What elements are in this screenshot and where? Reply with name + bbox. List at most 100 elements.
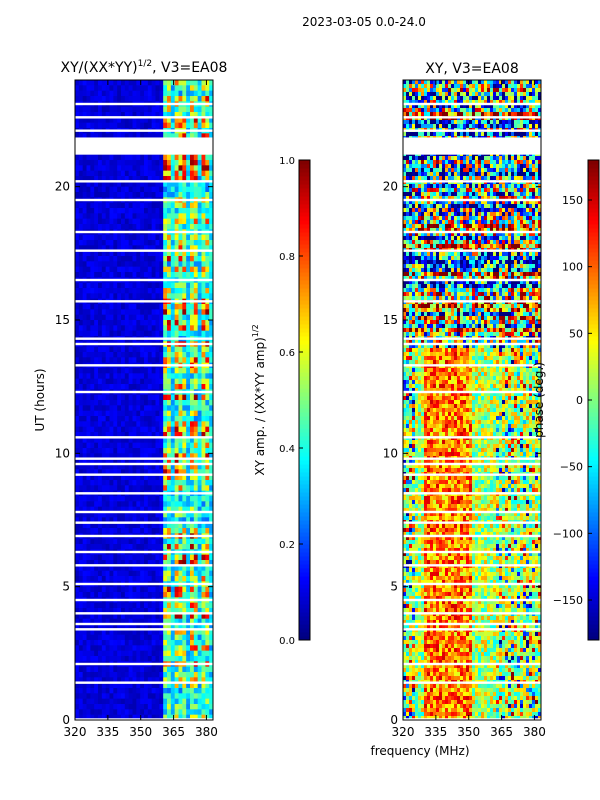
amp-cell <box>86 698 91 705</box>
amp-cell <box>113 714 118 721</box>
amp-cell <box>113 586 118 593</box>
amp-cell <box>186 645 191 652</box>
amp-cell <box>209 106 214 113</box>
amp-cell <box>117 426 122 433</box>
amp-cell <box>163 592 168 598</box>
amp-cell <box>128 672 133 678</box>
amp-cell <box>82 613 87 620</box>
amp-cell <box>75 448 80 454</box>
amp-cell <box>86 469 91 476</box>
amp-cell <box>117 186 122 193</box>
amp-cell <box>193 314 199 321</box>
amp-cell <box>128 528 133 534</box>
amp-cell <box>94 528 99 534</box>
amp-cell <box>186 586 191 593</box>
phase-cell <box>421 108 425 113</box>
amp-cell <box>78 357 84 364</box>
amp-cell <box>140 170 145 177</box>
amp-cell <box>109 613 114 620</box>
amp-cell <box>174 672 179 678</box>
amp-cell <box>101 224 107 230</box>
amp-cell <box>209 357 214 364</box>
phase-cell <box>469 92 473 97</box>
amp-cell <box>105 485 110 492</box>
phase-cell <box>466 104 470 109</box>
amp-cell <box>121 485 126 492</box>
amp-cell <box>163 112 168 118</box>
phase-cell <box>469 88 473 93</box>
amp-cell <box>201 314 206 321</box>
amp-cell <box>197 384 202 390</box>
amp-cell <box>117 501 122 508</box>
amp-cell <box>170 160 176 166</box>
amp-cell <box>113 613 118 620</box>
amp-cell <box>86 384 91 390</box>
amp-cell <box>147 186 153 193</box>
amp-cell <box>98 629 103 636</box>
phase-cell <box>415 100 419 105</box>
amp-cell <box>201 154 206 161</box>
amp-cell <box>151 709 156 716</box>
amp-cell <box>144 528 149 534</box>
amp-cell <box>132 640 137 646</box>
amp-colorbar-ticks: 0.00.20.40.60.81.0 <box>279 156 303 647</box>
amp-cell <box>197 272 202 278</box>
amp-cell <box>178 501 183 508</box>
phase-cell <box>535 104 539 109</box>
amp-cell <box>174 464 179 470</box>
amp-cell <box>205 378 210 385</box>
amp-cell <box>128 592 133 598</box>
phase-cell <box>475 88 479 93</box>
amp-cell <box>197 608 202 614</box>
amp-cell <box>98 448 103 454</box>
amp-cell <box>132 218 137 225</box>
amp-cell <box>178 181 183 188</box>
amp-cell <box>98 512 103 518</box>
amp-cell <box>159 330 164 337</box>
amp-cell <box>190 506 195 513</box>
amp-cell <box>197 218 202 225</box>
amp-cell <box>78 586 84 593</box>
amp-cell <box>159 613 164 620</box>
amp-cell <box>78 608 84 614</box>
amp-cell <box>128 645 133 652</box>
amp-cell <box>201 496 206 502</box>
amp-cell <box>82 304 87 310</box>
amp-cell <box>109 688 114 694</box>
amp-cell <box>190 538 195 545</box>
amp-cell <box>136 645 141 652</box>
amp-cell <box>86 80 91 86</box>
amp-cell <box>170 117 176 124</box>
amp-cell <box>193 645 199 652</box>
amp-cell <box>174 410 179 417</box>
amp-cell <box>117 346 122 353</box>
amp-cell <box>140 592 145 598</box>
phase-cell <box>484 84 488 89</box>
amp-cell <box>117 165 122 172</box>
amp-cell <box>117 117 122 124</box>
amp-cell <box>124 586 130 593</box>
amp-cell <box>90 458 95 465</box>
amp-cell <box>113 293 118 300</box>
amp-cell <box>94 501 99 508</box>
amp-cell <box>94 160 99 166</box>
amp-cell <box>167 650 172 657</box>
amp-cell <box>132 112 137 118</box>
amp-cell <box>190 421 195 428</box>
amp-cell <box>128 656 133 662</box>
amp-cell <box>132 608 137 614</box>
amp-cell <box>151 304 156 310</box>
amp-cell <box>113 368 118 374</box>
phase-cell <box>409 100 413 105</box>
amp-cell <box>155 613 160 620</box>
amp-cell <box>182 245 187 252</box>
amp-cell <box>178 421 183 428</box>
amp-cell <box>75 437 80 444</box>
amp-cell <box>109 496 114 502</box>
amp-cell <box>94 378 99 385</box>
amp-cell <box>147 437 153 444</box>
amp-cell <box>193 266 199 273</box>
amp-cell <box>128 576 133 582</box>
phase-cell <box>529 104 533 109</box>
colorbar-segment <box>299 552 310 557</box>
